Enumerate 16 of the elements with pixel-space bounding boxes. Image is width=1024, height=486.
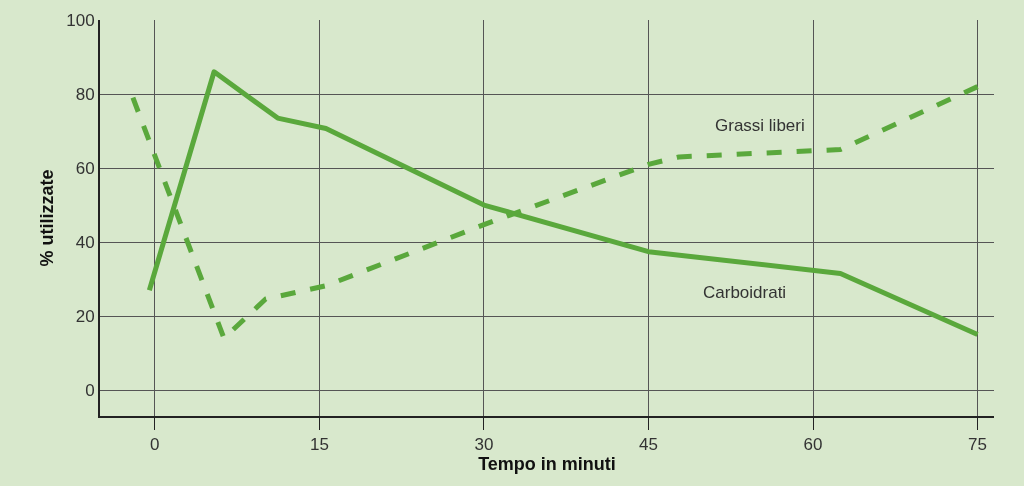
y-tick-label: 20: [75, 307, 95, 327]
x-tick-label: 60: [803, 435, 823, 455]
y-tick-label: 80: [75, 84, 95, 104]
y-tick-label: 60: [75, 158, 95, 178]
x-tick-label: 45: [639, 435, 658, 455]
series-label: Carboidrati: [703, 283, 787, 302]
x-axis-title: Tempo in minuti: [478, 454, 616, 475]
y-tick-label: 0: [85, 381, 95, 401]
y-tick-label: 40: [75, 233, 95, 253]
x-tick-label: 15: [309, 435, 329, 455]
x-tick-label: 30: [474, 435, 494, 455]
x-tick-label: 75: [968, 435, 988, 455]
series-label: Grassi liberi: [715, 116, 805, 135]
y-tick-label: 100: [66, 10, 95, 30]
y-axis-title: % utilizzate: [36, 169, 57, 267]
x-tick-label: 0: [150, 435, 160, 455]
